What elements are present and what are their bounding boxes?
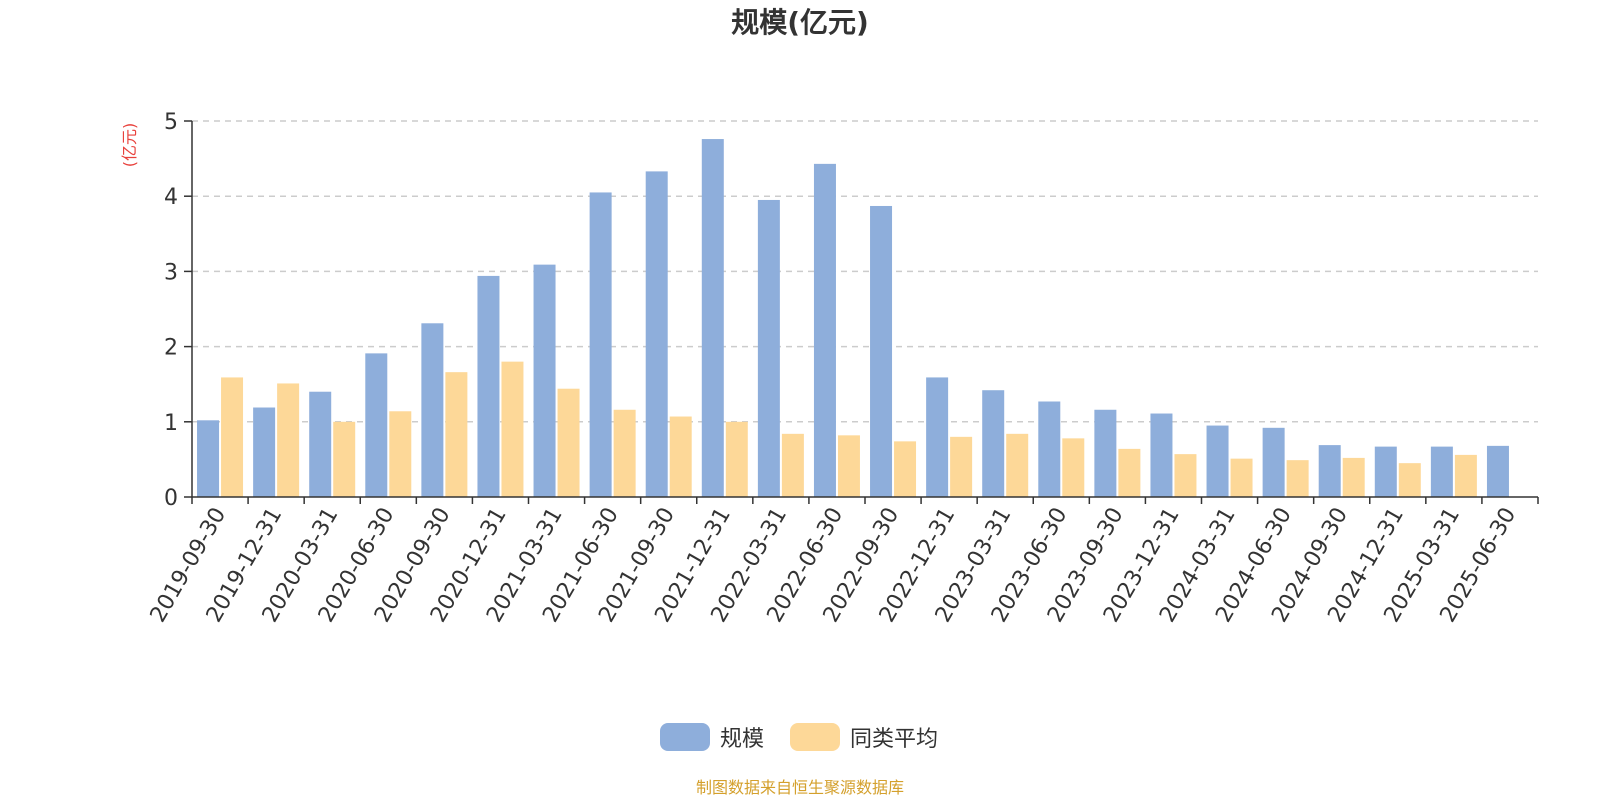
bars: [197, 139, 1509, 497]
y-tick-label: 5: [164, 110, 178, 135]
bar-peer-average[interactable]: [277, 383, 300, 497]
legend-item[interactable]: 规模: [660, 723, 764, 752]
y-tick-label: 4: [164, 185, 178, 210]
bar-peer-average[interactable]: [894, 441, 917, 497]
y-tick-label: 1: [164, 411, 178, 436]
legend-item[interactable]: 同类平均: [790, 723, 938, 752]
bar-peer-average[interactable]: [445, 372, 468, 497]
bar-scale[interactable]: [197, 420, 220, 497]
bar-scale[interactable]: [589, 192, 612, 497]
bar-scale[interactable]: [533, 264, 556, 497]
bar-peer-average[interactable]: [1006, 433, 1029, 497]
bar-peer-average[interactable]: [669, 416, 692, 497]
bar-scale[interactable]: [1318, 445, 1341, 497]
bar-peer-average[interactable]: [1342, 457, 1365, 497]
bar-peer-average[interactable]: [1230, 458, 1253, 497]
bar-peer-average[interactable]: [950, 436, 973, 497]
bar-peer-average[interactable]: [333, 421, 356, 497]
bar-peer-average[interactable]: [557, 388, 580, 497]
bar-scale[interactable]: [982, 390, 1005, 497]
legend-swatch: [660, 723, 710, 751]
bar-scale[interactable]: [645, 171, 668, 497]
chart-title: 规模(亿元): [731, 6, 869, 39]
bar-peer-average[interactable]: [837, 435, 860, 497]
legend-label: 规模: [720, 727, 764, 752]
bar-scale[interactable]: [757, 199, 780, 497]
bar-scale[interactable]: [1262, 427, 1285, 497]
bar-peer-average[interactable]: [1062, 438, 1085, 497]
bar-peer-average[interactable]: [221, 377, 244, 497]
y-tick-label: 2: [164, 336, 178, 361]
y-tick-label: 3: [164, 260, 178, 285]
bar-peer-average[interactable]: [1454, 454, 1477, 497]
bar-peer-average[interactable]: [725, 421, 748, 497]
bar-scale[interactable]: [701, 139, 724, 497]
bar-peer-average[interactable]: [1118, 448, 1141, 497]
bar-peer-average[interactable]: [1398, 463, 1421, 497]
bar-scale[interactable]: [421, 323, 444, 497]
bar-scale[interactable]: [870, 205, 893, 497]
bar-scale[interactable]: [1038, 401, 1061, 497]
bar-scale[interactable]: [926, 377, 949, 497]
bar-peer-average[interactable]: [613, 409, 636, 497]
bar-peer-average[interactable]: [389, 411, 412, 497]
bar-scale[interactable]: [1430, 446, 1453, 497]
bar-scale[interactable]: [813, 163, 836, 497]
bar-scale[interactable]: [1374, 446, 1397, 497]
bar-peer-average[interactable]: [1174, 454, 1197, 497]
bar-peer-average[interactable]: [501, 361, 524, 497]
bar-scale[interactable]: [1150, 413, 1173, 497]
bar-scale[interactable]: [365, 353, 388, 497]
bar-scale[interactable]: [1206, 425, 1229, 497]
axes: 0123452019-09-302019-12-312020-03-312020…: [146, 110, 1539, 627]
bar-scale[interactable]: [477, 275, 500, 497]
legend-swatch: [790, 723, 840, 751]
legend[interactable]: 规模 同类平均: [660, 723, 938, 752]
bar-scale[interactable]: [1486, 445, 1509, 497]
y-axis-unit: (亿元): [120, 123, 139, 168]
legend-label: 同类平均: [850, 727, 938, 752]
gridlines: [192, 120, 1538, 423]
bar-peer-average[interactable]: [1286, 460, 1309, 497]
source-note: 制图数据来自恒生聚源数据库: [696, 778, 904, 797]
bar-scale[interactable]: [309, 391, 332, 497]
y-tick-label: 0: [164, 486, 178, 511]
bar-scale[interactable]: [253, 407, 276, 497]
bar-peer-average[interactable]: [781, 433, 804, 497]
bar-scale[interactable]: [1094, 409, 1117, 497]
